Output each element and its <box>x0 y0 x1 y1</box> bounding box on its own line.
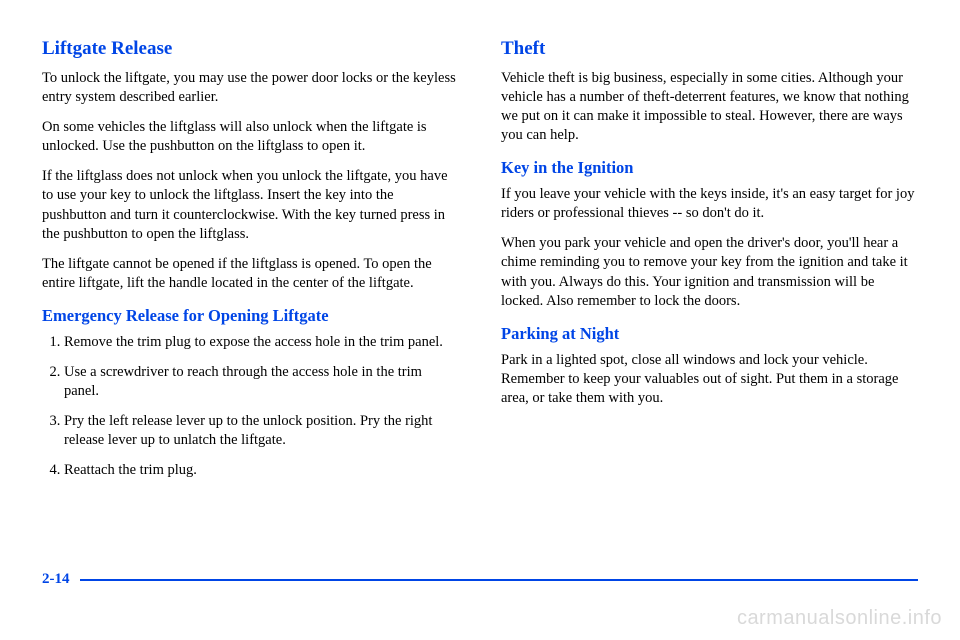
para: When you park your vehicle and open the … <box>501 234 918 311</box>
para: To unlock the liftgate, you may use the … <box>42 69 459 107</box>
heading-key-ignition: Key in the Ignition <box>501 158 918 178</box>
list-item: Pry the left release lever up to the unl… <box>64 412 459 450</box>
list-item: Remove the trim plug to expose the acces… <box>64 333 459 352</box>
heading-theft: Theft <box>501 38 918 61</box>
heading-parking-night: Parking at Night <box>501 324 918 344</box>
heading-liftgate-release: Liftgate Release <box>42 38 459 61</box>
para: If the liftglass does not unlock when yo… <box>42 167 459 244</box>
left-column: Liftgate Release To unlock the liftgate,… <box>42 38 459 492</box>
content-columns: Liftgate Release To unlock the liftgate,… <box>42 38 918 492</box>
para: On some vehicles the liftglass will also… <box>42 118 459 156</box>
para: If you leave your vehicle with the keys … <box>501 185 918 223</box>
page-footer: 2-14 <box>42 571 918 588</box>
para: Park in a lighted spot, close all window… <box>501 351 918 408</box>
page-number: 2-14 <box>42 571 70 588</box>
heading-emergency-release: Emergency Release for Opening Liftgate <box>42 306 459 326</box>
steps-list: Remove the trim plug to expose the acces… <box>42 333 459 481</box>
list-item: Use a screwdriver to reach through the a… <box>64 363 459 401</box>
para: Vehicle theft is big business, especiall… <box>501 69 918 146</box>
para: The liftgate cannot be opened if the lif… <box>42 255 459 293</box>
watermark: carmanualsonline.info <box>737 607 942 630</box>
list-item: Reattach the trim plug. <box>64 461 459 480</box>
footer-rule <box>80 579 919 581</box>
right-column: Theft Vehicle theft is big business, esp… <box>501 38 918 492</box>
